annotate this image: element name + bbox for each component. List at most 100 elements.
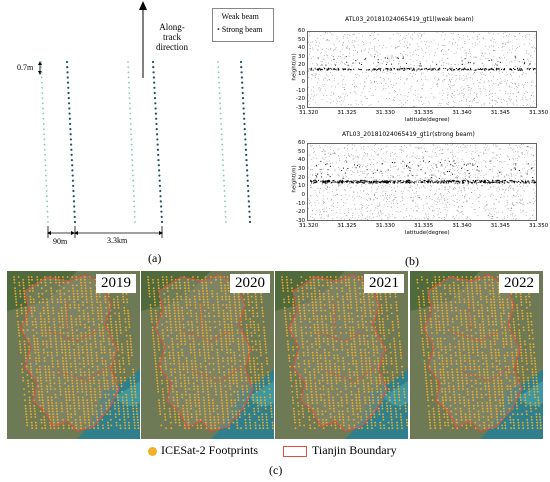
footprint-dot: [81, 388, 84, 390]
signal-photon: [499, 182, 501, 184]
footprint-dot: [56, 354, 59, 357]
noise-photon: [511, 61, 512, 62]
noise-photon: [475, 94, 477, 95]
strong-beam-dot: [246, 174, 249, 177]
noise-photon: [377, 65, 378, 67]
noise-photon: [334, 179, 335, 181]
signal-photon: [405, 180, 407, 182]
footprint-dot: [62, 360, 64, 362]
noise-photon: [456, 182, 457, 184]
footprint-dot: [164, 413, 166, 416]
noise-photon: [383, 195, 384, 197]
signal-photon: [454, 182, 456, 184]
signal-photon: [459, 181, 461, 183]
noise-photon: [388, 214, 390, 215]
noise-photon: [369, 35, 371, 36]
signal-photon: [499, 180, 501, 182]
signal-photon: [358, 181, 360, 183]
noise-photon: [534, 37, 536, 39]
noise-photon: [474, 70, 475, 71]
footprint-dot: [82, 399, 85, 402]
noise-photon: [522, 97, 524, 98]
noise-photon: [501, 194, 503, 195]
strong-beam-dot: [152, 71, 155, 74]
noise-photon: [462, 205, 463, 207]
noise-photon: [326, 101, 328, 103]
noise-photon: [514, 83, 515, 85]
noise-photon: [343, 78, 345, 80]
noise-photon: [452, 85, 454, 86]
signal-photon: [488, 69, 490, 71]
noise-photon: [377, 148, 379, 149]
footprint-dot: [104, 396, 107, 399]
noise-photon: [485, 162, 487, 163]
signal-photon: [467, 180, 469, 182]
footprint-dot: [44, 332, 47, 334]
noise-photon: [340, 195, 342, 196]
footprint-dot: [126, 404, 129, 407]
noise-photon: [428, 219, 429, 220]
signal-photon: [533, 182, 535, 184]
signal-photon: [328, 181, 330, 183]
noise-photon: [466, 179, 467, 180]
footprint-dot: [100, 351, 103, 354]
weak-beam-dot: [132, 184, 135, 187]
footprint-dot: [73, 354, 76, 357]
noise-photon: [422, 181, 424, 182]
strong-beam-dot: [248, 215, 251, 218]
footprint-dot: [35, 362, 38, 365]
noise-photon: [410, 145, 411, 147]
noise-photon: [532, 81, 534, 83]
strong-beam-dot: [240, 66, 243, 69]
noise-photon: [312, 75, 314, 77]
signal-photon: [409, 181, 411, 183]
footprint-dot: [33, 340, 36, 343]
noise-photon: [324, 144, 326, 146]
noise-photon: [491, 44, 492, 46]
signal-photon: [350, 180, 352, 182]
noise-photon: [498, 180, 499, 182]
noise-photon: [402, 150, 404, 152]
signal-photon: [521, 180, 523, 182]
signal-photon: [383, 180, 385, 182]
footprint-dot: [115, 376, 117, 379]
noise-photon: [449, 79, 451, 81]
canopy-photon: [345, 56, 347, 58]
footprint-dot: [45, 290, 48, 292]
signal-photon: [453, 180, 455, 182]
noise-photon: [463, 187, 465, 189]
weak-beam-dot: [224, 210, 227, 213]
footprint-dot: [101, 320, 103, 323]
pair-spacing-label: 90m: [53, 237, 68, 246]
footprint-dot: [124, 427, 127, 430]
noise-photon: [511, 78, 513, 80]
footprint-dot: [86, 357, 89, 360]
signal-photon: [374, 68, 376, 70]
footprint-dot: [161, 329, 164, 332]
noise-photon: [507, 35, 509, 37]
signal-photon: [432, 182, 434, 184]
canopy-photon: [329, 176, 331, 178]
footprint-dot: [156, 385, 159, 388]
footprint-dot: [125, 334, 128, 337]
noise-photon: [460, 87, 462, 89]
noise-photon: [374, 53, 376, 55]
footprint-dot: [102, 376, 105, 379]
noise-photon: [444, 209, 446, 210]
noise-photon: [435, 152, 436, 153]
noise-photon: [323, 190, 325, 192]
footprint-dot: [56, 416, 59, 418]
noise-photon: [344, 89, 346, 90]
noise-photon: [477, 215, 479, 217]
noise-photon: [432, 168, 434, 169]
footprint-dot: [83, 365, 86, 368]
footprint-dot: [49, 424, 52, 427]
footprint-dot: [105, 368, 108, 371]
footprint-dot: [109, 418, 112, 421]
noise-photon: [333, 49, 335, 51]
noise-photon: [504, 80, 506, 82]
noise-photon: [309, 48, 311, 50]
noise-photon: [352, 84, 353, 85]
signal-photon: [322, 180, 324, 182]
noise-photon: [463, 146, 465, 148]
